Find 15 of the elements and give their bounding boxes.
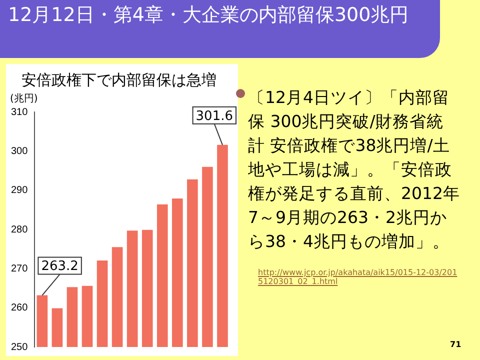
- data-label: 263.2: [41, 259, 78, 274]
- data-label: 301.6: [196, 108, 233, 124]
- y-tick-label: 310: [10, 106, 28, 118]
- text: 12月12日・第4章・大企業の内部留保300兆円: [0, 0, 440, 58]
- y-tick-label: 250: [10, 342, 28, 353]
- chart-title: 安倍政権下で内部留保は急増: [22, 70, 216, 89]
- y-tick-label: 280: [10, 224, 28, 236]
- text: 〔12月4日ツイ〕「内部留保 300兆円突破/財務省統計 安倍政権で38兆円増/土地や工場は減」。「安倍政権が発足する直前、2012年7～9月期の263・2兆円から38・4兆円もの増加」。: [248, 87, 460, 253]
- y-tick-label: 290: [10, 185, 28, 196]
- y-tick-label: 300: [10, 146, 28, 157]
- y-tick-label: 270: [10, 263, 28, 274]
- y-tick-label: 260: [10, 302, 28, 314]
- text: http://www.jcp.or.jp/akahata/aik15/015-12-03/2015120301_02_1.html: [258, 268, 458, 286]
- text: 71: [450, 340, 462, 349]
- y-axis-title: (兆円): [10, 92, 38, 105]
